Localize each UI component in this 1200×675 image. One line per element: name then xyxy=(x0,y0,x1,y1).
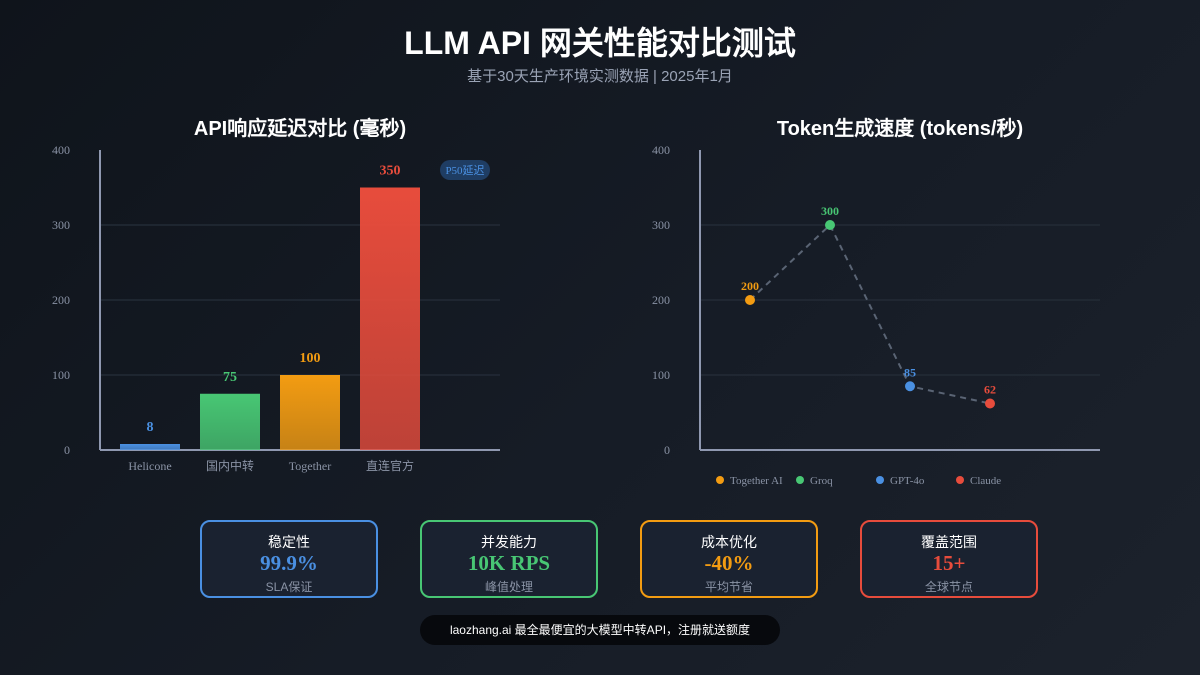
legend-marker xyxy=(956,476,964,484)
legend-marker xyxy=(876,476,884,484)
point-value-label: 300 xyxy=(821,204,839,218)
metric-value: -40% xyxy=(704,551,754,575)
x-tick-label: Together xyxy=(289,459,331,473)
legend-label: GPT-4o xyxy=(890,475,925,487)
speed-y-tick: 100 xyxy=(652,368,670,382)
metric-value: 10K RPS xyxy=(467,551,551,575)
point-value-label: 200 xyxy=(741,279,759,293)
point-value-label: 62 xyxy=(984,383,996,397)
badge-background xyxy=(440,160,490,180)
metric-sub: 平均节省 xyxy=(704,580,753,594)
x-tick-label: Helicone xyxy=(128,459,171,473)
latency-y-tick: 0 xyxy=(64,443,70,457)
metric-label: 稳定性 xyxy=(268,534,310,550)
latency-y-tick: 100 xyxy=(52,368,70,382)
metric-value: 15+ xyxy=(932,551,966,575)
bar-value-label: 75 xyxy=(223,370,237,385)
footer-banner[interactable]: laozhang.ai 最全最便宜的大模型中转API，注册就送额度 xyxy=(420,615,780,645)
x-tick-label: 国内中转 xyxy=(206,458,254,473)
speed-y-tick: 300 xyxy=(652,218,670,232)
data-point-Groq xyxy=(825,220,835,230)
speed-y-tick: 0 xyxy=(664,443,670,457)
metric-value: 99.9% xyxy=(260,551,318,575)
bar-value-label: 100 xyxy=(300,351,321,366)
legend-label: Claude xyxy=(970,475,1001,487)
metric-card: 稳定性 99.9% SLA保证 xyxy=(200,520,378,598)
bar-直连官方 xyxy=(360,187,420,450)
data-point-Claude xyxy=(985,398,995,409)
legend-label: Groq xyxy=(810,475,833,487)
bar-value-label: 350 xyxy=(380,164,401,179)
metric-sub: 峰值处理 xyxy=(484,580,533,594)
bar-Helicone xyxy=(120,444,180,450)
legend-marker xyxy=(796,476,804,484)
data-point-GPT-4o xyxy=(905,381,915,392)
speed-chart-title: Token生成速度 (tokens/秒) xyxy=(776,118,1024,140)
metric-label: 成本优化 xyxy=(701,534,757,550)
latency-y-tick: 300 xyxy=(52,218,70,232)
latency-y-tick: 400 xyxy=(52,143,70,157)
metric-card: 并发能力 10K RPS 峰值处理 xyxy=(420,520,598,598)
page-subtitle: 基于30天生产环境实测数据 | 2025年1月 xyxy=(467,68,733,85)
speed-y-tick: 400 xyxy=(652,143,670,157)
latency-chart-title: API响应延迟对比 (毫秒) xyxy=(193,118,407,140)
latency-y-tick: 200 xyxy=(52,293,70,307)
metric-sub: SLA保证 xyxy=(265,580,313,594)
bar-国内中转 xyxy=(200,393,260,450)
metric-card: 覆盖范围 15+ 全球节点 xyxy=(860,520,1038,598)
metric-card: 成本优化 -40% 平均节省 xyxy=(640,520,818,598)
bar-value-label: 8 xyxy=(147,420,154,435)
legend-label: Together AI xyxy=(730,475,783,487)
metric-label: 覆盖范围 xyxy=(921,534,977,550)
p50-badge: P50延迟 xyxy=(445,164,484,177)
page-title: LLM API 网关性能对比测试 xyxy=(404,25,796,61)
x-tick-label: 直连官方 xyxy=(366,458,414,473)
metric-sub: 全球节点 xyxy=(924,580,973,594)
legend-marker xyxy=(716,476,724,484)
metric-label: 并发能力 xyxy=(481,534,537,550)
speed-series-line xyxy=(749,223,991,405)
speed-y-tick: 200 xyxy=(652,293,670,307)
bar-Together xyxy=(280,375,340,450)
data-point-Together AI xyxy=(745,295,755,305)
point-value-label: 85 xyxy=(904,365,916,379)
